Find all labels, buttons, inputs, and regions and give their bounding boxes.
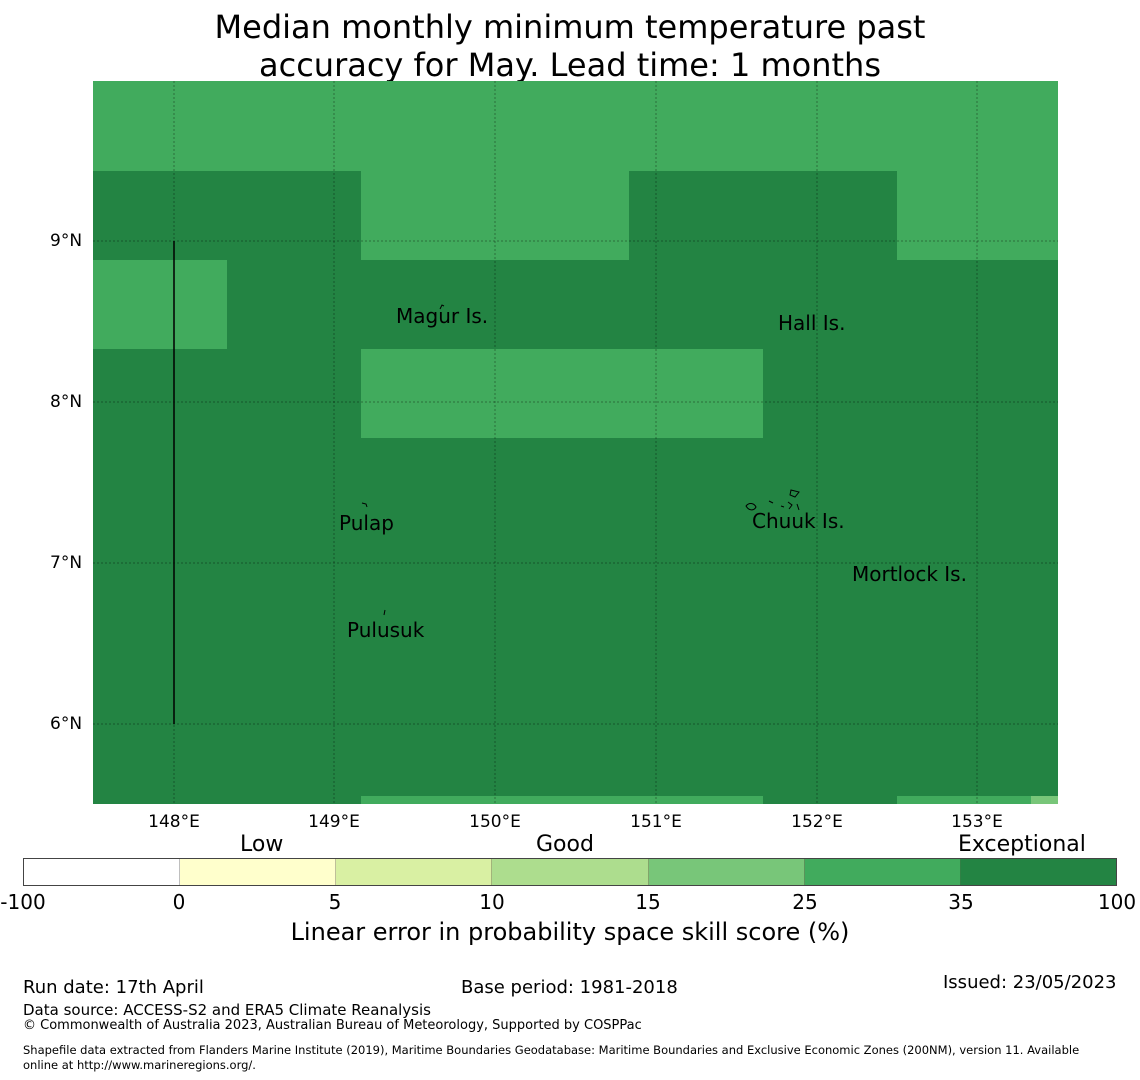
cell-south-edge-1 <box>361 796 763 804</box>
place-label-mortlock: Mortlock Is. <box>852 562 967 586</box>
colorbar-segment-4 <box>492 859 649 885</box>
colorbar-tick-35: 35 <box>948 890 974 914</box>
colorbar <box>23 858 1117 886</box>
legend-category-good: Good <box>536 832 594 857</box>
colorbar-tick-10: 10 <box>479 890 505 914</box>
place-label-magur: Magur Is. <box>396 304 489 328</box>
colorbar-segment-5 <box>648 859 805 885</box>
pulap-island-shape <box>361 502 368 508</box>
cell-central <box>361 349 763 438</box>
shapefile-credit-line-2: online at http://www.marineregions.org/. <box>23 1058 256 1072</box>
colorbar-tick-15: 15 <box>635 890 661 914</box>
chuuk-lagoon-shape <box>745 489 800 511</box>
longitude-label-153e: 153°E <box>951 812 1003 832</box>
cell-top-band <box>93 81 1058 171</box>
data-source: Data source: ACCESS-S2 and ERA5 Climate … <box>23 1001 431 1019</box>
pulusuk-island-shape <box>383 609 386 616</box>
latitude-label-6n: 6°N <box>50 714 83 734</box>
run-date: Run date: 17th April <box>23 977 204 998</box>
magur-island-shape <box>439 304 445 310</box>
map-title-line-2: accuracy for May. Lead time: 1 months <box>258 46 881 84</box>
longitude-label-149e: 149°E <box>308 812 360 832</box>
colorbar-segment-7 <box>960 859 1116 885</box>
colorbar-segment-6 <box>804 859 961 885</box>
longitude-label-148e: 148°E <box>148 812 200 832</box>
colorbar-segment-1 <box>24 859 181 885</box>
place-label-chuuk: Chuuk Is. <box>752 509 845 533</box>
cell-south-edge-3 <box>1031 796 1058 804</box>
colorbar-segment-2 <box>180 859 337 885</box>
colorbar-tick-5: 5 <box>328 890 342 914</box>
base-period: Base period: 1981-2018 <box>461 977 678 998</box>
shapefile-credit-line-1: Shapefile data extracted from Flanders M… <box>23 1043 1080 1057</box>
colorbar-segment-3 <box>336 859 493 885</box>
latitude-label-7n: 7°N <box>50 553 83 573</box>
issued-date: Issued: 23/05/2023 <box>943 972 1117 993</box>
cell-west <box>93 260 227 349</box>
longitude-label-152e: 152°E <box>791 812 843 832</box>
colorbar-tick-100: 100 <box>1097 890 1137 914</box>
copyright-notice: © Commonwealth of Australia 2023, Austra… <box>23 1018 642 1033</box>
longitude-label-150e: 150°E <box>469 812 521 832</box>
legend-category-exceptional: Exceptional <box>958 832 1086 857</box>
latitude-label-8n: 8°N <box>50 392 83 412</box>
colorbar-tick-0: 0 <box>172 890 186 914</box>
longitude-label-151e: 151°E <box>630 812 682 832</box>
place-label-pulusuk: Pulusuk <box>347 618 425 642</box>
colorbar-label: Linear error in probability space skill … <box>290 918 850 946</box>
map-cells <box>93 81 1058 804</box>
latitude-label-9n: 9°N <box>50 231 83 251</box>
colorbar-tick-25: 25 <box>792 890 818 914</box>
colorbar-tick-minus100: -100 <box>0 890 46 914</box>
map-title-line-1: Median monthly minimum temperature past <box>214 8 926 46</box>
legend-category-low: Low <box>240 832 284 857</box>
island-outlines <box>361 304 800 616</box>
cell-north-center <box>361 171 629 260</box>
place-label-pulap: Pulap <box>339 511 394 535</box>
cell-south-edge-2 <box>897 796 1031 804</box>
place-label-hall: Hall Is. <box>778 311 846 335</box>
gridlines <box>93 81 1058 804</box>
cell-north-east <box>897 171 1058 260</box>
